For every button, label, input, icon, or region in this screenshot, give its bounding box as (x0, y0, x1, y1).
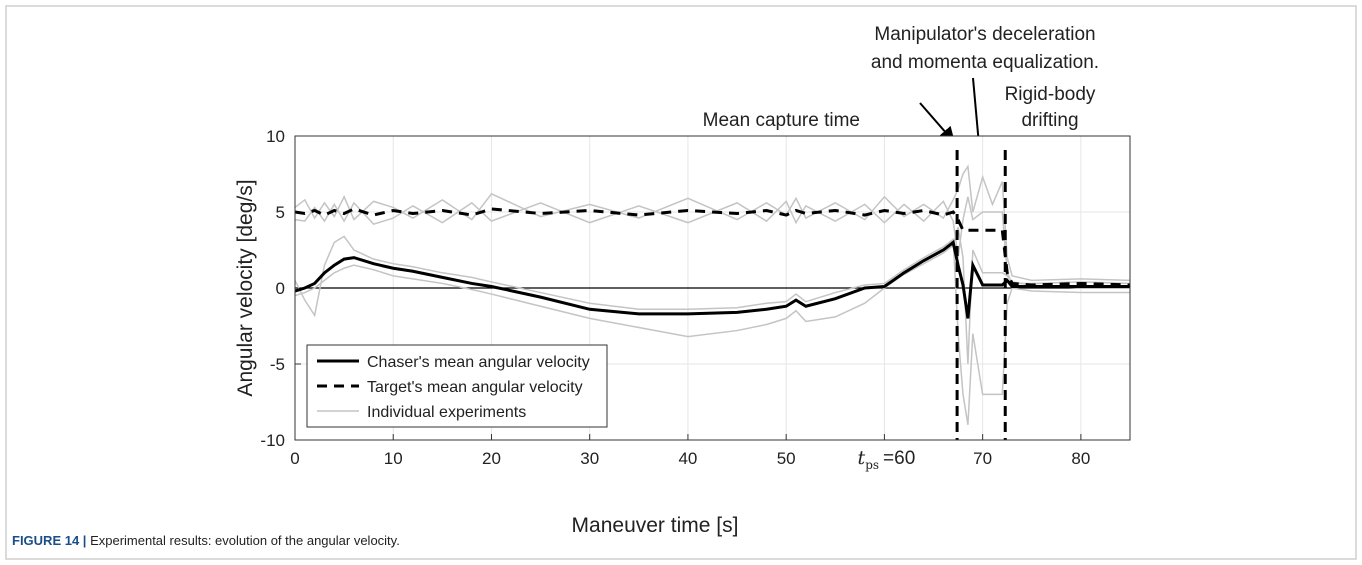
annotation: Rigid-body (1005, 84, 1096, 105)
annotation: and momenta equalization. (871, 52, 1099, 73)
figure-frame (5, 5, 1357, 560)
y-tick-label: 5 (276, 203, 285, 222)
y-tick-label: 10 (266, 127, 285, 146)
x-tick-label: tps =60 (858, 447, 916, 472)
x-tick-label: 0 (290, 449, 299, 468)
experiment-line (294, 196, 1131, 285)
x-tick-label: 40 (678, 449, 697, 468)
x-tick-label: 10 (384, 449, 403, 468)
y-tick-label: -5 (270, 355, 285, 374)
experiment-line (294, 227, 1130, 365)
x-tick-label: 80 (1071, 449, 1090, 468)
caption-label: FIGURE 14 | (12, 533, 86, 548)
plot-frame (294, 135, 1131, 441)
tick-subscript: ps (865, 458, 879, 472)
y-tick-label: 0 (276, 279, 285, 298)
experiment-line (294, 235, 1130, 425)
x-tick-label: 30 (580, 449, 599, 468)
tick-symbol: t (858, 447, 866, 469)
x-tick-label: 70 (973, 449, 992, 468)
series-line (294, 239, 1130, 319)
tick-text: =60 (883, 448, 915, 469)
series-line (294, 207, 1131, 287)
legend-label: Chaser's mean angular velocity (367, 354, 590, 371)
caption: FIGURE 14 | Experimental results: evolut… (12, 533, 400, 548)
legend-label: Individual experiments (367, 404, 526, 421)
x-tick-label: 20 (482, 449, 501, 468)
experiment-line (294, 164, 1131, 282)
annotation: Manipulator's deceleration (874, 24, 1095, 45)
caption-text: Experimental results: evolution of the a… (90, 533, 400, 548)
annotation: drifting (1021, 110, 1078, 131)
x-axis-label: Maneuver time [s] (572, 514, 739, 537)
y-axis-label: Angular velocity [deg/s] (234, 179, 257, 396)
annotation: Mean capture time (703, 110, 860, 131)
legend-label: Target's mean angular velocity (367, 379, 583, 396)
y-tick-label: -10 (260, 431, 285, 450)
x-tick-label: 50 (777, 449, 796, 468)
